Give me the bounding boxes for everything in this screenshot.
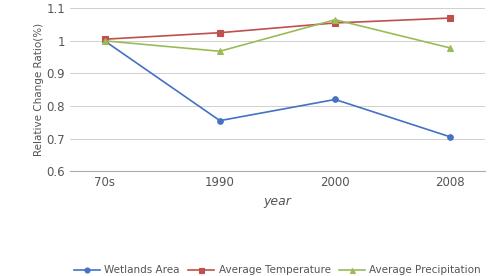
Y-axis label: Relative Change Ratio(%): Relative Change Ratio(%) [34,23,43,156]
X-axis label: year: year [264,195,291,208]
Average Temperature [448,16,454,20]
Wetlands Area [102,39,107,43]
Wetlands Area [217,119,223,122]
Legend: Wetlands Area, Average Temperature, Average Precipitation: Wetlands Area, Average Temperature, Aver… [70,261,485,276]
Average Precipitation [217,50,223,53]
Wetlands Area [448,135,454,139]
Wetlands Area [332,98,338,101]
Average Precipitation [102,39,107,43]
Line: Average Precipitation: Average Precipitation [102,17,453,54]
Average Temperature [332,21,338,25]
Average Temperature [102,38,107,41]
Average Precipitation [448,46,454,50]
Line: Average Temperature: Average Temperature [102,15,453,42]
Line: Wetlands Area: Wetlands Area [102,38,453,140]
Average Precipitation [332,18,338,21]
Average Temperature [217,31,223,34]
